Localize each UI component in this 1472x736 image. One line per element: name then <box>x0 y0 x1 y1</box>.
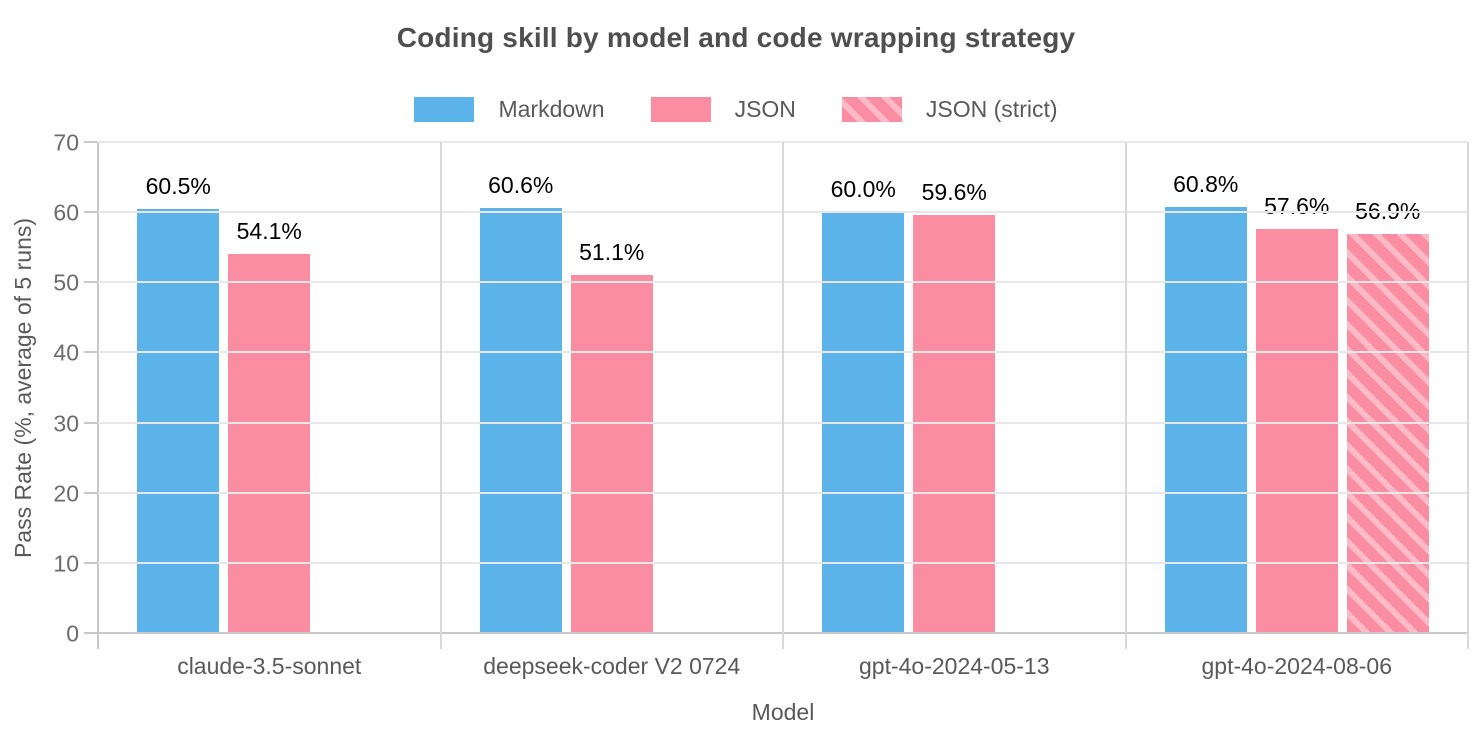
bar-value-label: 56.9% <box>1355 197 1421 224</box>
bar-value-label: 57.6% <box>1264 192 1330 219</box>
legend: Markdown JSON JSON (strict) <box>0 96 1472 123</box>
y-axis-line <box>97 142 99 649</box>
y-tick-mark <box>84 421 97 424</box>
bar-slot: 60.8% <box>1164 142 1247 633</box>
y-tick-mark <box>84 141 97 143</box>
legend-swatch-json-strict-icon <box>841 97 902 122</box>
y-tick-mark <box>84 281 97 284</box>
legend-label-json: JSON <box>734 96 796 122</box>
bar-markdown[interactable]: 60.8% <box>1164 171 1247 633</box>
bar-slot: 59.6% <box>913 142 996 633</box>
legend-item-markdown[interactable]: Markdown <box>414 96 605 123</box>
legend-swatch-json-icon <box>650 97 711 122</box>
category-divider <box>1124 142 1127 649</box>
bar-slot: 51.1% <box>570 142 653 633</box>
bar-value-label: 51.1% <box>579 238 645 265</box>
bar-slot: 54.1% <box>228 142 311 633</box>
bar-group: 60.6% 51.1% <box>441 142 784 633</box>
y-tick-label: 10 <box>53 550 79 577</box>
bar-json[interactable]: 59.6% <box>913 179 996 633</box>
x-category-label: gpt-4o-2024-05-13 <box>858 653 1050 679</box>
bar-slot <box>1004 142 1086 633</box>
bar-value-label: 54.1% <box>236 217 302 244</box>
chart-title: Coding skill by model and code wrapping … <box>396 22 1076 53</box>
legend-item-json-strict[interactable]: JSON (strict) <box>841 96 1058 123</box>
bar-markdown[interactable]: 60.6% <box>479 172 562 633</box>
x-category-label: deepseek-coder V2 0724 <box>483 653 741 679</box>
y-tick-mark <box>84 491 97 494</box>
bar-slot: 57.6% <box>1255 142 1338 633</box>
x-category-label: gpt-4o-2024-08-06 <box>1201 653 1393 679</box>
bar-value-label: 60.6% <box>488 171 554 198</box>
bar-value-label: 60.5% <box>145 172 211 199</box>
y-tick-mark <box>84 211 97 214</box>
plot-right-border <box>1467 142 1469 649</box>
bar-json[interactable]: 54.1% <box>228 218 311 633</box>
bar-slot: 60.0% <box>822 142 905 633</box>
y-tick-label: 60 <box>53 199 79 226</box>
bar-json[interactable]: 57.6% <box>1255 193 1338 633</box>
category-divider <box>439 142 442 649</box>
y-tick-label: 50 <box>53 269 79 296</box>
bar-slot <box>319 142 401 633</box>
y-tick-mark <box>84 351 97 354</box>
y-axis-title: Pass Rate (%, average of 5 runs) <box>10 217 36 559</box>
bar-slot: 60.5% <box>137 142 220 633</box>
legend-swatch-markdown-icon <box>414 97 475 122</box>
bar-value-label: 60.8% <box>1173 170 1239 197</box>
x-category-label: claude-3.5-sonnet <box>177 653 362 679</box>
bar-group: 60.0% 59.6% <box>783 142 1126 633</box>
legend-label-json-strict: JSON (strict) <box>925 96 1058 122</box>
y-tick-mark <box>84 561 97 564</box>
plot-area: 60.5% 54.1% 60.6% 51.1% 60.0% 59.6% 60.8% 57.6%… <box>53 130 1469 649</box>
y-tick-label: 30 <box>53 410 79 437</box>
y-tick-label: 20 <box>53 480 79 507</box>
bar-slot: 60.6% <box>479 142 562 633</box>
x-axis-title: Model <box>751 699 815 725</box>
y-tick-mark <box>84 632 97 634</box>
bar-group: 60.5% 54.1% <box>98 142 441 633</box>
y-tick-label: 40 <box>53 339 79 366</box>
legend-label-markdown: Markdown <box>498 96 605 122</box>
x-category-labels: claude-3.5-sonnet deepseek-coder V2 0724 g… <box>98 653 1468 680</box>
bar-json[interactable]: 51.1% <box>570 239 653 633</box>
y-tick-label: 0 <box>66 620 79 647</box>
bar-value-label: 59.6% <box>921 178 987 205</box>
legend-item-json[interactable]: JSON <box>650 96 796 123</box>
bar-group: 60.8% 57.6% 56.9% <box>1126 142 1469 633</box>
bar-json-strict[interactable]: 56.9% <box>1346 198 1429 633</box>
bar-slot: 56.9% <box>1346 142 1429 633</box>
bar-value-label: 60.0% <box>830 176 896 203</box>
y-tick-label: 70 <box>53 129 79 156</box>
bar-slot <box>662 142 744 633</box>
category-divider <box>782 142 784 649</box>
